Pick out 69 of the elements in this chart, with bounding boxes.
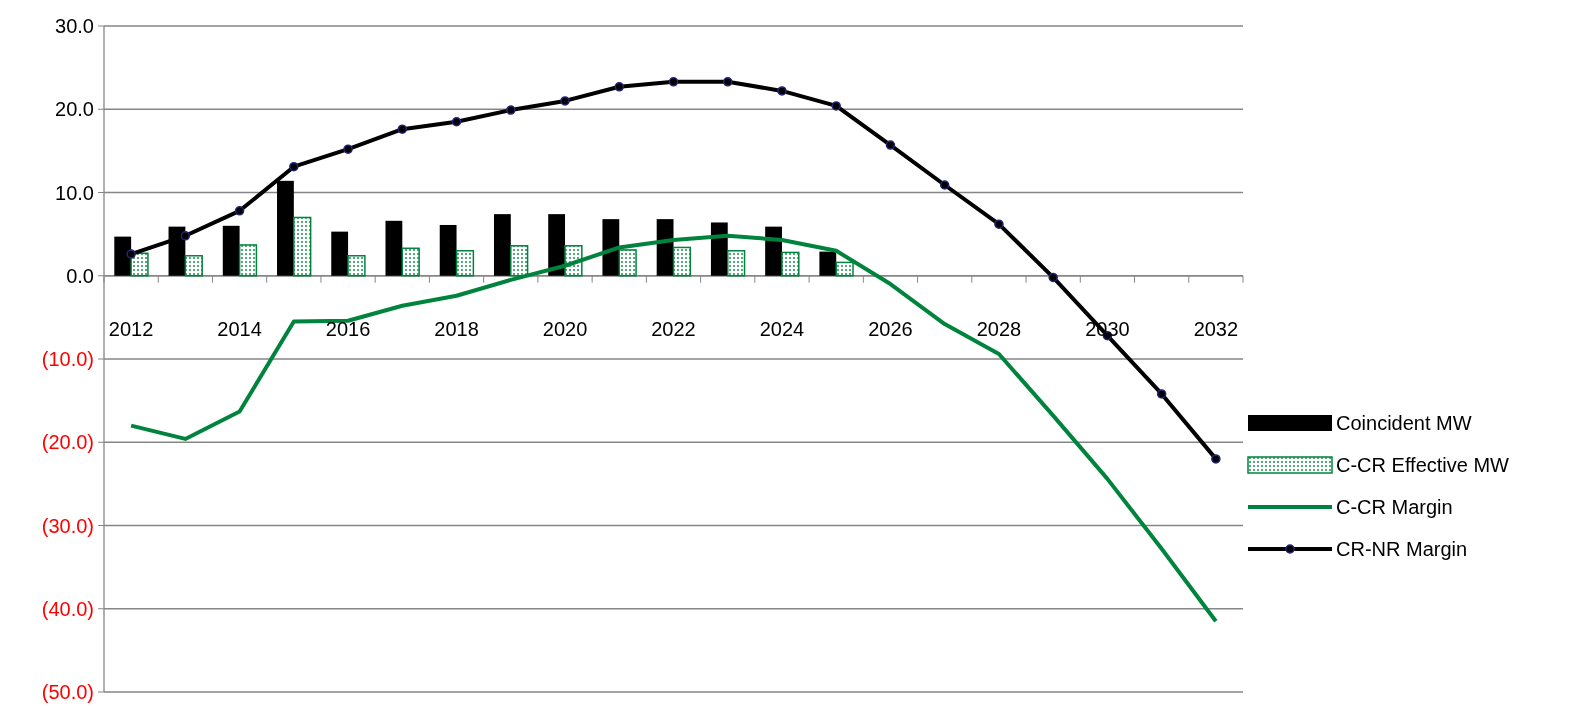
bar (401, 247, 420, 277)
point (885, 140, 896, 150)
bar (222, 225, 240, 276)
y-tick-label: (10.0) (41, 348, 94, 370)
y-tick-label: (40.0) (41, 597, 94, 620)
bar (293, 216, 312, 277)
bar (455, 250, 475, 277)
bar (564, 245, 583, 277)
bar (710, 222, 728, 276)
point (831, 101, 841, 111)
bar (277, 180, 294, 276)
bar (347, 255, 366, 277)
point (1211, 454, 1221, 464)
point (506, 105, 516, 115)
bar (602, 219, 620, 276)
x-tick-label: 2012 (108, 317, 154, 340)
bar (618, 249, 637, 277)
bar (331, 231, 349, 276)
x-tick-label: 2022 (651, 317, 696, 340)
point (180, 231, 191, 241)
bar (548, 214, 566, 276)
legend-label: C-CR Margin (1336, 496, 1453, 518)
point (1048, 272, 1058, 283)
legend-label: CR-NR Margin (1336, 538, 1468, 560)
y-tick-label: 0.0 (66, 264, 94, 287)
point (668, 77, 679, 87)
bar (130, 252, 149, 277)
bar (184, 255, 203, 277)
bar (781, 251, 800, 277)
point (397, 124, 408, 134)
bar (726, 250, 746, 277)
x-tick-label: 2016 (325, 317, 371, 340)
point (560, 96, 570, 106)
y-tick-label: (30.0) (41, 514, 94, 537)
bar (114, 236, 132, 276)
bar (493, 214, 511, 276)
y-tick-label: 20.0 (55, 98, 94, 121)
point (994, 219, 1004, 229)
x-tick-label: 2014 (217, 317, 262, 340)
legend-label: C-CR Effective MW (1336, 454, 1510, 476)
legend-label: Coincident MW (1336, 412, 1472, 434)
bar (835, 261, 854, 277)
point (777, 86, 787, 96)
point (289, 161, 299, 172)
bar (672, 246, 692, 277)
point (722, 77, 733, 87)
x-tick-label: 2032 (1193, 317, 1239, 340)
x-tick-label: 2018 (434, 317, 479, 340)
y-tick-label: 10.0 (55, 181, 94, 204)
bar (238, 244, 258, 277)
point (614, 82, 625, 92)
point (234, 206, 245, 216)
point (1156, 389, 1167, 399)
y-tick-label: (20.0) (41, 431, 94, 454)
bar (656, 219, 674, 276)
point (126, 249, 136, 259)
point (343, 144, 353, 154)
point (939, 180, 950, 190)
x-tick-label: 2028 (976, 317, 1022, 340)
bar (439, 224, 457, 276)
bar (510, 245, 529, 277)
y-tick-label: (50.0) (41, 681, 94, 703)
x-tick-label: 2026 (868, 317, 913, 340)
bar (819, 251, 837, 276)
y-tick-label: 30.0 (55, 15, 94, 37)
x-tick-label: 2024 (759, 317, 805, 340)
point (451, 116, 462, 127)
bar (385, 220, 403, 276)
x-tick-label: 2020 (542, 317, 588, 340)
